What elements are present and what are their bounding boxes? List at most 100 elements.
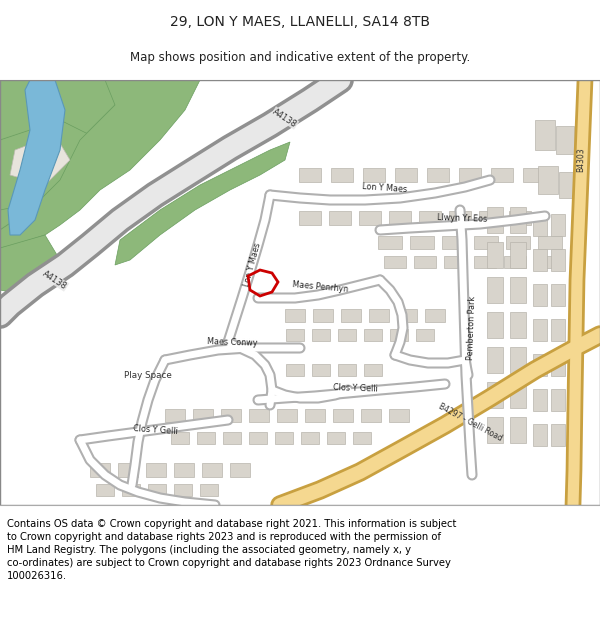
Text: Clos Y Gelli: Clos Y Gelli bbox=[133, 424, 178, 436]
Polygon shape bbox=[10, 135, 70, 185]
Polygon shape bbox=[487, 277, 503, 303]
Text: Lon Y Maes: Lon Y Maes bbox=[362, 182, 408, 194]
Polygon shape bbox=[474, 256, 496, 268]
Polygon shape bbox=[506, 236, 530, 249]
Polygon shape bbox=[301, 432, 319, 444]
Polygon shape bbox=[338, 329, 356, 341]
Text: Map shows position and indicative extent of the property.: Map shows position and indicative extent… bbox=[130, 51, 470, 64]
Polygon shape bbox=[299, 211, 321, 225]
Polygon shape bbox=[0, 235, 60, 295]
Text: Pemberton Park: Pemberton Park bbox=[466, 296, 478, 360]
Polygon shape bbox=[286, 329, 304, 341]
Polygon shape bbox=[510, 207, 526, 233]
Polygon shape bbox=[202, 463, 222, 477]
Polygon shape bbox=[533, 424, 547, 446]
Polygon shape bbox=[389, 211, 411, 225]
Polygon shape bbox=[487, 242, 503, 268]
Polygon shape bbox=[419, 211, 441, 225]
Polygon shape bbox=[551, 319, 565, 341]
Polygon shape bbox=[510, 242, 526, 268]
Polygon shape bbox=[369, 309, 389, 321]
Polygon shape bbox=[444, 256, 466, 268]
Polygon shape bbox=[487, 417, 503, 443]
Text: B4297 - Gelli Road: B4297 - Gelli Road bbox=[437, 401, 503, 442]
Text: Maes Conwy: Maes Conwy bbox=[206, 337, 257, 348]
Polygon shape bbox=[510, 277, 526, 303]
Polygon shape bbox=[533, 319, 547, 341]
Polygon shape bbox=[223, 432, 241, 444]
Polygon shape bbox=[509, 211, 531, 225]
Polygon shape bbox=[359, 211, 381, 225]
Polygon shape bbox=[395, 168, 417, 182]
Polygon shape bbox=[533, 214, 547, 236]
Polygon shape bbox=[299, 168, 321, 182]
Polygon shape bbox=[389, 409, 409, 421]
Polygon shape bbox=[425, 309, 445, 321]
Polygon shape bbox=[200, 484, 218, 496]
Polygon shape bbox=[414, 256, 436, 268]
Polygon shape bbox=[559, 172, 577, 198]
Polygon shape bbox=[364, 329, 382, 341]
Polygon shape bbox=[534, 256, 556, 268]
Polygon shape bbox=[397, 309, 417, 321]
Polygon shape bbox=[96, 484, 114, 496]
Polygon shape bbox=[551, 354, 565, 376]
Polygon shape bbox=[487, 312, 503, 338]
Polygon shape bbox=[0, 80, 120, 230]
Polygon shape bbox=[442, 236, 466, 249]
Polygon shape bbox=[390, 329, 408, 341]
Polygon shape bbox=[174, 484, 192, 496]
Polygon shape bbox=[504, 256, 526, 268]
Polygon shape bbox=[353, 432, 371, 444]
Polygon shape bbox=[551, 214, 565, 236]
Text: Llwyn Yr Eos: Llwyn Yr Eos bbox=[437, 213, 487, 223]
Polygon shape bbox=[165, 409, 185, 421]
Text: 29, LON Y MAES, LLANELLI, SA14 8TB: 29, LON Y MAES, LLANELLI, SA14 8TB bbox=[170, 16, 430, 29]
Polygon shape bbox=[533, 389, 547, 411]
Polygon shape bbox=[312, 364, 330, 376]
Polygon shape bbox=[338, 364, 356, 376]
Polygon shape bbox=[361, 409, 381, 421]
Polygon shape bbox=[510, 417, 526, 443]
Polygon shape bbox=[364, 364, 382, 376]
Polygon shape bbox=[510, 347, 526, 373]
Polygon shape bbox=[0, 120, 90, 210]
Polygon shape bbox=[538, 236, 562, 249]
Polygon shape bbox=[449, 211, 471, 225]
Polygon shape bbox=[479, 211, 501, 225]
Polygon shape bbox=[333, 409, 353, 421]
Polygon shape bbox=[90, 463, 110, 477]
Polygon shape bbox=[487, 207, 503, 233]
Polygon shape bbox=[115, 142, 290, 265]
Polygon shape bbox=[551, 284, 565, 306]
Polygon shape bbox=[487, 382, 503, 408]
Polygon shape bbox=[148, 484, 166, 496]
Text: B4303: B4303 bbox=[576, 148, 586, 173]
Text: Maes Penrhyn: Maes Penrhyn bbox=[292, 280, 348, 294]
Polygon shape bbox=[197, 432, 215, 444]
Polygon shape bbox=[551, 424, 565, 446]
Polygon shape bbox=[275, 432, 293, 444]
Polygon shape bbox=[551, 249, 565, 271]
Polygon shape bbox=[533, 284, 547, 306]
Polygon shape bbox=[523, 168, 545, 182]
Polygon shape bbox=[329, 211, 351, 225]
Text: Lon Y Maes: Lon Y Maes bbox=[242, 242, 262, 288]
Polygon shape bbox=[221, 409, 241, 421]
Polygon shape bbox=[491, 168, 513, 182]
Text: A4138: A4138 bbox=[41, 269, 69, 291]
Polygon shape bbox=[305, 409, 325, 421]
Polygon shape bbox=[331, 168, 353, 182]
Polygon shape bbox=[249, 409, 269, 421]
Polygon shape bbox=[0, 80, 200, 248]
Polygon shape bbox=[487, 347, 503, 373]
Polygon shape bbox=[510, 382, 526, 408]
Polygon shape bbox=[341, 309, 361, 321]
Text: Contains OS data © Crown copyright and database right 2021. This information is : Contains OS data © Crown copyright and d… bbox=[7, 519, 457, 581]
Polygon shape bbox=[410, 236, 434, 249]
Polygon shape bbox=[146, 463, 166, 477]
Polygon shape bbox=[171, 432, 189, 444]
Text: Clos Y Gelli: Clos Y Gelli bbox=[332, 382, 377, 393]
Polygon shape bbox=[193, 409, 213, 421]
Polygon shape bbox=[312, 329, 330, 341]
